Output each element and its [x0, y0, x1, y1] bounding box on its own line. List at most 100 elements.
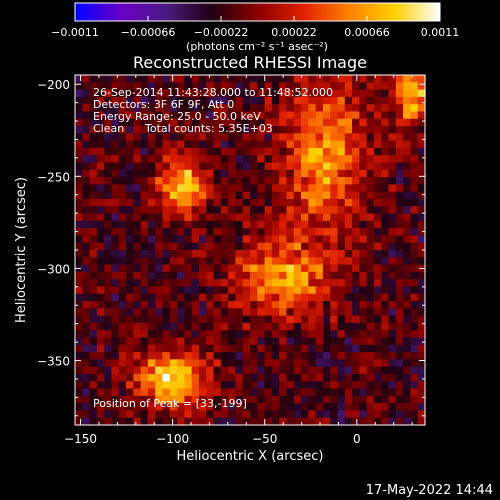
- heatmap-cell: [264, 235, 273, 244]
- heatmap-cell: [96, 126, 105, 134]
- heatmap-cell: [366, 286, 375, 295]
- heatmap-cell: [220, 235, 229, 244]
- heatmap-cell: [118, 104, 127, 113]
- heatmap-cell: [235, 198, 244, 207]
- heatmap-cell: [111, 366, 120, 375]
- heatmap-cell: [155, 279, 164, 288]
- heatmap-cell: [82, 403, 91, 412]
- heatmap-cell: [162, 111, 171, 120]
- heatmap-cell: [133, 198, 142, 207]
- heatmap-cell: [293, 344, 302, 353]
- heatmap-cell: [403, 162, 412, 171]
- heatmap-cell: [264, 417, 273, 426]
- heatmap-cell: [162, 147, 171, 156]
- heatmap-cell: [118, 82, 127, 91]
- heatmap-cell: [147, 410, 156, 419]
- heatmap-cell: [337, 403, 346, 412]
- heatmap-cell: [286, 308, 295, 317]
- heatmap-cell: [75, 301, 83, 309]
- heatmap-cell: [330, 82, 339, 91]
- heatmap-cell: [403, 395, 412, 404]
- heatmap-cell: [220, 198, 229, 207]
- heatmap-cell: [104, 271, 113, 280]
- heatmap-cell: [162, 228, 171, 237]
- heatmap-cell: [410, 126, 419, 134]
- heatmap-cell: [147, 337, 156, 346]
- heatmap-cell: [75, 388, 83, 397]
- heatmap-cell: [257, 410, 266, 419]
- heatmap-cell: [271, 140, 280, 149]
- heatmap-cell: [177, 118, 185, 127]
- heatmap-cell: [104, 366, 113, 375]
- heatmap-cell: [169, 206, 178, 215]
- heatmap-cell: [191, 191, 200, 200]
- heatmap-cell: [111, 118, 120, 127]
- heatmap-cell: [220, 264, 229, 273]
- heatmap-cell: [220, 242, 229, 251]
- heatmap-cell: [395, 111, 404, 120]
- heatmap-cell: [82, 162, 91, 171]
- heatmap-cell: [330, 133, 339, 142]
- heatmap-cell: [257, 417, 266, 426]
- heatmap-cell: [242, 220, 251, 229]
- heatmap-cell: [264, 373, 273, 382]
- heatmap-cell: [381, 417, 390, 426]
- heatmap-cell: [410, 337, 419, 346]
- heatmap-cell: [410, 293, 419, 302]
- heatmap-cell: [359, 213, 368, 222]
- heatmap-cell: [235, 352, 244, 360]
- heatmap-cell: [271, 344, 280, 353]
- heatmap-cell: [373, 235, 382, 244]
- heatmap-cell: [322, 395, 331, 404]
- heatmap-cell: [308, 82, 317, 91]
- heatmap-cell: [96, 184, 105, 193]
- heatmap-cell: [308, 271, 317, 280]
- heatmap-cell: [388, 162, 397, 171]
- heatmap-cell: [206, 162, 215, 171]
- heatmap-cell: [403, 133, 412, 142]
- heatmap-cell: [381, 220, 390, 229]
- heatmap-cell: [140, 315, 149, 324]
- heatmap-cell: [242, 293, 251, 302]
- heatmap-cell: [301, 155, 309, 164]
- heatmap-cell: [133, 133, 142, 142]
- heatmap-cell: [293, 162, 302, 171]
- heatmap-cell: [279, 147, 288, 156]
- heatmap-cell: [75, 344, 83, 353]
- heatmap-cell: [344, 96, 353, 105]
- heatmap-cell: [169, 191, 178, 200]
- heatmap-cell: [162, 155, 171, 164]
- heatmap-cell: [184, 111, 193, 120]
- heatmap-cell: [104, 352, 113, 360]
- heatmap-cell: [417, 279, 426, 288]
- heatmap-cell: [337, 104, 346, 113]
- heatmap-cell: [169, 352, 178, 360]
- heatmap-cell: [293, 322, 302, 331]
- heatmap-cell: [169, 417, 178, 426]
- heatmap-cell: [235, 242, 244, 251]
- heatmap-cell: [96, 177, 105, 185]
- heatmap-cell: [96, 82, 105, 91]
- heatmap-cell: [140, 250, 149, 258]
- heatmap-cell: [250, 315, 258, 324]
- heatmap-cell: [111, 235, 120, 244]
- heatmap-cell: [118, 403, 127, 412]
- heatmap-cell: [359, 330, 368, 339]
- heatmap-cell: [198, 213, 207, 222]
- heatmap-cell: [264, 111, 273, 120]
- heatmap-cell: [250, 235, 258, 244]
- heatmap-cell: [403, 213, 412, 222]
- heatmap-cell: [228, 155, 237, 164]
- heatmap-cell: [322, 75, 331, 83]
- heatmap-cell: [111, 417, 120, 426]
- heatmap-cell: [147, 388, 156, 397]
- heatmap-cell: [228, 381, 237, 390]
- heatmap-cell: [271, 250, 280, 258]
- heatmap-cell: [388, 111, 397, 120]
- heatmap-cell: [293, 250, 302, 258]
- x-tick-label: 0: [353, 432, 361, 446]
- heatmap-cell: [388, 271, 397, 280]
- heatmap-cell: [169, 366, 178, 375]
- heatmap-cell: [140, 308, 149, 317]
- heatmap-cell: [118, 235, 127, 244]
